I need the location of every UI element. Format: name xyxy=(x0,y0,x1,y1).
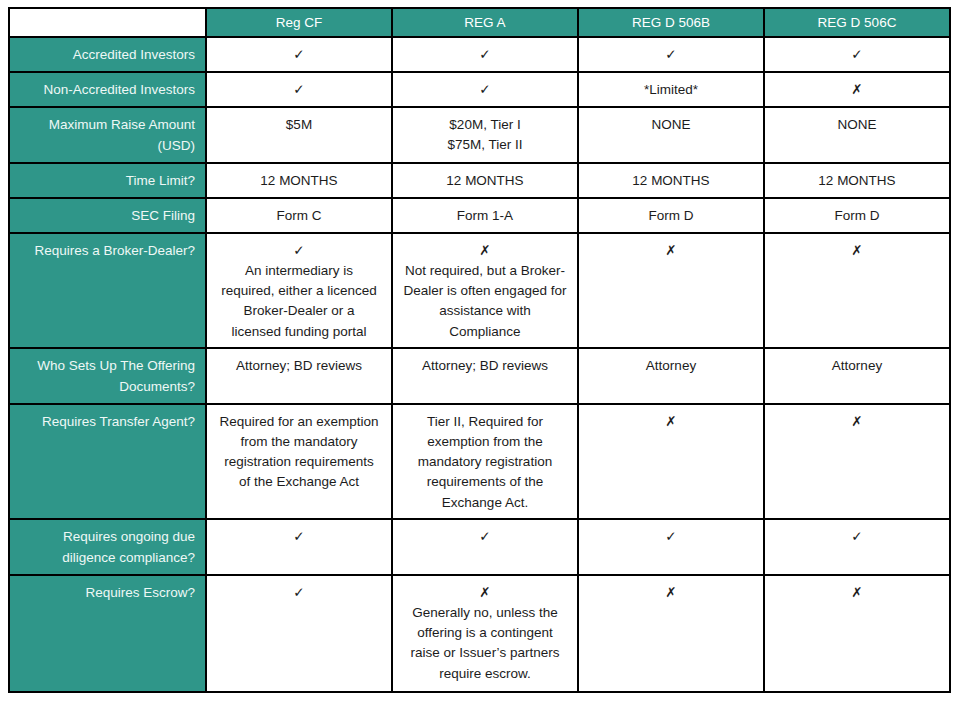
table-cell: Form C xyxy=(206,198,392,233)
table-cell: ✗ xyxy=(764,404,950,519)
table-cell: 12 MONTHS xyxy=(392,163,578,198)
table-cell: ✓ xyxy=(392,72,578,107)
table-cell: ✗ xyxy=(764,72,950,107)
table-cell: ✓ xyxy=(764,519,950,575)
table-row: Requires ongoing due diligence complianc… xyxy=(9,519,950,575)
table-row: Time Limit?12 MONTHS12 MONTHS12 MONTHS12… xyxy=(9,163,950,198)
disclaimer-text: Not Legal Or Investment Advice. The abov… xyxy=(10,720,951,725)
row-label: Who Sets Up The Offering Documents? xyxy=(9,348,206,404)
table-cell: ✗ xyxy=(764,233,950,348)
table-cell: Form D xyxy=(578,198,764,233)
table-cell: ✗ xyxy=(578,575,764,692)
table-row: Who Sets Up The Offering Documents?Attor… xyxy=(9,348,950,404)
table-cell: Attorney xyxy=(578,348,764,404)
regulation-comparison-table: Reg CFREG AREG D 506BREG D 506C Accredit… xyxy=(8,7,951,693)
table-row: Maximum Raise Amount (USD)$5M$20M, Tier … xyxy=(9,107,950,163)
table-cell: ✗ xyxy=(578,233,764,348)
row-label: Accredited Investors xyxy=(9,37,206,72)
table-cell: ✓ An intermediary is required, either a … xyxy=(206,233,392,348)
table-row: Non-Accredited Investors✓✓*Limited*✗ xyxy=(9,72,950,107)
row-label: Requires Transfer Agent? xyxy=(9,404,206,519)
table-cell: ✓ xyxy=(578,519,764,575)
table-row: Requires Escrow?✓✗ Generally no, unless … xyxy=(9,575,950,692)
table-cell: *Limited* xyxy=(578,72,764,107)
table-cell: Attorney; BD reviews xyxy=(206,348,392,404)
table-cell: ✓ xyxy=(206,519,392,575)
row-label: SEC Filing xyxy=(9,198,206,233)
table-cell: ✓ xyxy=(764,37,950,72)
row-label: Time Limit? xyxy=(9,163,206,198)
table-cell: 12 MONTHS xyxy=(206,163,392,198)
table-cell: ✓ xyxy=(392,519,578,575)
table-cell: NONE xyxy=(764,107,950,163)
table-row: SEC FilingForm CForm 1-AForm DForm D xyxy=(9,198,950,233)
header-row: Reg CFREG AREG D 506BREG D 506C xyxy=(9,8,950,37)
row-label: Non-Accredited Investors xyxy=(9,72,206,107)
table-cell: ✓ xyxy=(206,575,392,692)
table-row: Requires Transfer Agent?Required for an … xyxy=(9,404,950,519)
table-cell: 12 MONTHS xyxy=(578,163,764,198)
column-header-reg-d-506b: REG D 506B xyxy=(578,8,764,37)
table-cell: $20M, Tier I $75M, Tier II xyxy=(392,107,578,163)
column-header-reg-a: REG A xyxy=(392,8,578,37)
table-cell: Attorney; BD reviews xyxy=(392,348,578,404)
table-cell: Attorney xyxy=(764,348,950,404)
table-row: Requires a Broker-Dealer?✓ An intermedia… xyxy=(9,233,950,348)
table-cell: ✓ xyxy=(206,72,392,107)
table-cell: ✓ xyxy=(206,37,392,72)
column-header-reg-cf: Reg CF xyxy=(206,8,392,37)
table-cell: ✗ xyxy=(764,575,950,692)
row-label: Requires Escrow? xyxy=(9,575,206,692)
table-cell: $5M xyxy=(206,107,392,163)
row-label: Maximum Raise Amount (USD) xyxy=(9,107,206,163)
table-cell: ✗ Generally no, unless the offering is a… xyxy=(392,575,578,692)
column-header-reg-d-506c: REG D 506C xyxy=(764,8,950,37)
table-cell: ✓ xyxy=(392,37,578,72)
table-cell: 12 MONTHS xyxy=(764,163,950,198)
row-label: Requires a Broker-Dealer? xyxy=(9,233,206,348)
row-label: Requires ongoing due diligence complianc… xyxy=(9,519,206,575)
table-cell: Form D xyxy=(764,198,950,233)
corner-cell xyxy=(9,8,206,37)
table-cell: ✗ xyxy=(578,404,764,519)
table-cell: Required for an exemption from the manda… xyxy=(206,404,392,519)
table-cell: NONE xyxy=(578,107,764,163)
table-cell: ✗ Not required, but a Broker-Dealer is o… xyxy=(392,233,578,348)
table-row: Accredited Investors✓✓✓✓ xyxy=(9,37,950,72)
table-cell: Tier II, Required for exemption from the… xyxy=(392,404,578,519)
table-cell: ✓ xyxy=(578,37,764,72)
table-cell: Form 1-A xyxy=(392,198,578,233)
